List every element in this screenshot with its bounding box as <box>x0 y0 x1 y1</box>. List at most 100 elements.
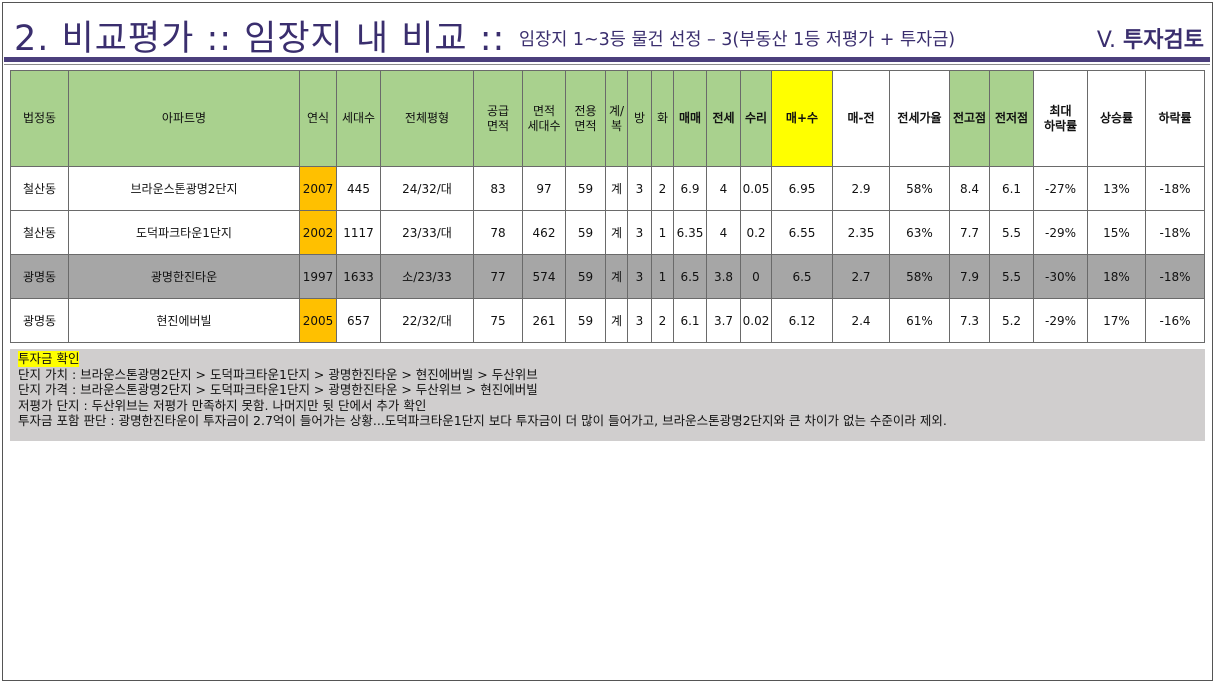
column-header: 전저점 <box>989 70 1034 167</box>
table-cell: 7.3 <box>949 298 990 343</box>
table-header-row: 법정동 아파트명 연식 세대수 전체평형 공급 면적 면적 세대수 전용 면적 계/ 복 방 화 매매… <box>10 70 1205 167</box>
table-body: 철산동 브라운스톤광명2단지 2007 445 24/32/대 83 97 59 계 3 2 6.9 4… <box>10 166 1205 343</box>
table-cell: 58% <box>889 254 950 299</box>
table-cell: 7.9 <box>949 254 990 299</box>
table-row: 철산동 브라운스톤광명2단지 2007 445 24/32/대 83 97 59 계 3 2 6.9 4… <box>10 166 1205 211</box>
table-cell: 광명동 <box>10 254 69 299</box>
table-cell: 계 <box>605 166 628 211</box>
table-cell: 브라운스톤광명2단지 <box>68 166 300 211</box>
table-cell: 4 <box>706 166 741 211</box>
table-cell: 0 <box>740 254 772 299</box>
table-cell: 657 <box>336 298 381 343</box>
column-header: 계/ 복 <box>605 70 628 167</box>
column-header: 매-전 <box>832 70 890 167</box>
column-header: 법정동 <box>10 70 69 167</box>
table-cell: -18% <box>1145 254 1205 299</box>
table-cell: 22/32/대 <box>380 298 474 343</box>
column-header: 전세 <box>706 70 741 167</box>
table-cell: 17% <box>1087 298 1146 343</box>
table-cell: 6.1 <box>673 298 707 343</box>
section-label: V. 투자검토 <box>1097 22 1204 54</box>
table-row: 광명동 현진에버빌 2005 657 22/32/대 75 261 59 계 3 2 6.1 3.7 0.… <box>10 298 1205 343</box>
table-cell: 24/32/대 <box>380 166 474 211</box>
table-cell: 18% <box>1087 254 1146 299</box>
column-header: 연식 <box>299 70 337 167</box>
table-cell: 6.5 <box>771 254 833 299</box>
table-cell: 소/23/33 <box>380 254 474 299</box>
table-cell: 7.7 <box>949 210 990 255</box>
table-cell: 0.05 <box>740 166 772 211</box>
comparison-table: 법정동 아파트명 연식 세대수 전체평형 공급 면적 면적 세대수 전용 면적 계/ 복 방 화 매매… <box>10 70 1205 343</box>
table-cell: 6.35 <box>673 210 707 255</box>
table-cell: 23/33/대 <box>380 210 474 255</box>
column-header: 세대수 <box>336 70 381 167</box>
page-title: 2. 비교평가 :: 임장지 내 비교 :: <box>14 19 506 59</box>
table-cell: 4 <box>706 210 741 255</box>
table-cell: 261 <box>522 298 566 343</box>
notes-line: 단지 가격 : 브라운스톤광명2단지 > 도덕파크타운1단지 > 광명한진타운 … <box>18 382 538 397</box>
column-header: 전세가율 <box>889 70 950 167</box>
table-cell: 3 <box>627 254 652 299</box>
table-cell: 현진에버빌 <box>68 298 300 343</box>
notes-line: 저평가 단지 : 두산위브는 저평가 만족하지 못함. 나머지만 뒷 단에서 추… <box>18 397 427 413</box>
column-header: 하락률 <box>1145 70 1205 167</box>
column-header: 전용 면적 <box>565 70 606 167</box>
table-cell: 2002 <box>299 210 337 255</box>
table-cell: 77 <box>473 254 523 299</box>
table-cell: 2.4 <box>832 298 890 343</box>
table-cell: 2.7 <box>832 254 890 299</box>
table-cell: 계 <box>605 210 628 255</box>
table-cell: -29% <box>1033 210 1088 255</box>
table-cell: -30% <box>1033 254 1088 299</box>
table-cell: -27% <box>1033 166 1088 211</box>
notes-line: 단지 가치 : 브라운스톤광명2단지 > 도덕파크타운1단지 > 광명한진타운 … <box>18 366 538 382</box>
table-cell: 광명한진타운 <box>68 254 300 299</box>
table-cell: 59 <box>565 210 606 255</box>
table-cell: 6.55 <box>771 210 833 255</box>
table-cell: 5.5 <box>989 254 1034 299</box>
column-header: 수리 <box>740 70 772 167</box>
table-cell: 83 <box>473 166 523 211</box>
column-header: 전고점 <box>949 70 990 167</box>
table-cell: 2 <box>651 166 674 211</box>
table-cell: 574 <box>522 254 566 299</box>
table-cell: 광명동 <box>10 298 69 343</box>
table-cell: 6.95 <box>771 166 833 211</box>
table-cell: 63% <box>889 210 950 255</box>
table-cell: 78 <box>473 210 523 255</box>
column-header: 화 <box>651 70 674 167</box>
table-cell: -18% <box>1145 210 1205 255</box>
column-header: 아파트명 <box>68 70 300 167</box>
page-subtitle: 임장지 1~3등 물건 선정 – 3(부동산 1등 저평가 + 투자금) <box>519 30 956 50</box>
table-cell: 1117 <box>336 210 381 255</box>
column-header: 방 <box>627 70 652 167</box>
table-cell: 6.12 <box>771 298 833 343</box>
table-cell: -16% <box>1145 298 1205 343</box>
table-cell: 462 <box>522 210 566 255</box>
table-cell: -29% <box>1033 298 1088 343</box>
column-header: 면적 세대수 <box>522 70 566 167</box>
header-rule <box>4 57 1210 62</box>
table-cell: 2 <box>651 298 674 343</box>
table-cell: 59 <box>565 298 606 343</box>
table-cell: 75 <box>473 298 523 343</box>
table-cell: 철산동 <box>10 166 69 211</box>
table-cell: 3 <box>627 166 652 211</box>
table-cell: 59 <box>565 166 606 211</box>
table-cell: 3 <box>627 210 652 255</box>
table-cell: -18% <box>1145 166 1205 211</box>
table-cell: 13% <box>1087 166 1146 211</box>
table-cell: 1997 <box>299 254 337 299</box>
table-cell: 3 <box>627 298 652 343</box>
notes-line: 투자금 포함 판단 : 광명한진타운이 투자금이 2.7억이 들어가는 상황..… <box>18 413 947 428</box>
table-cell: 5.2 <box>989 298 1034 343</box>
table-cell: 0.02 <box>740 298 772 343</box>
table-cell: 1 <box>651 210 674 255</box>
table-cell: 계 <box>605 254 628 299</box>
table-cell: 59 <box>565 254 606 299</box>
table-cell: 도덕파크타운1단지 <box>68 210 300 255</box>
table-cell: 3.7 <box>706 298 741 343</box>
table-cell: 6.9 <box>673 166 707 211</box>
table-cell: 61% <box>889 298 950 343</box>
slide-header: 2. 비교평가 :: 임장지 내 비교 :: 임장지 1~3등 물건 선정 – … <box>14 6 1204 59</box>
